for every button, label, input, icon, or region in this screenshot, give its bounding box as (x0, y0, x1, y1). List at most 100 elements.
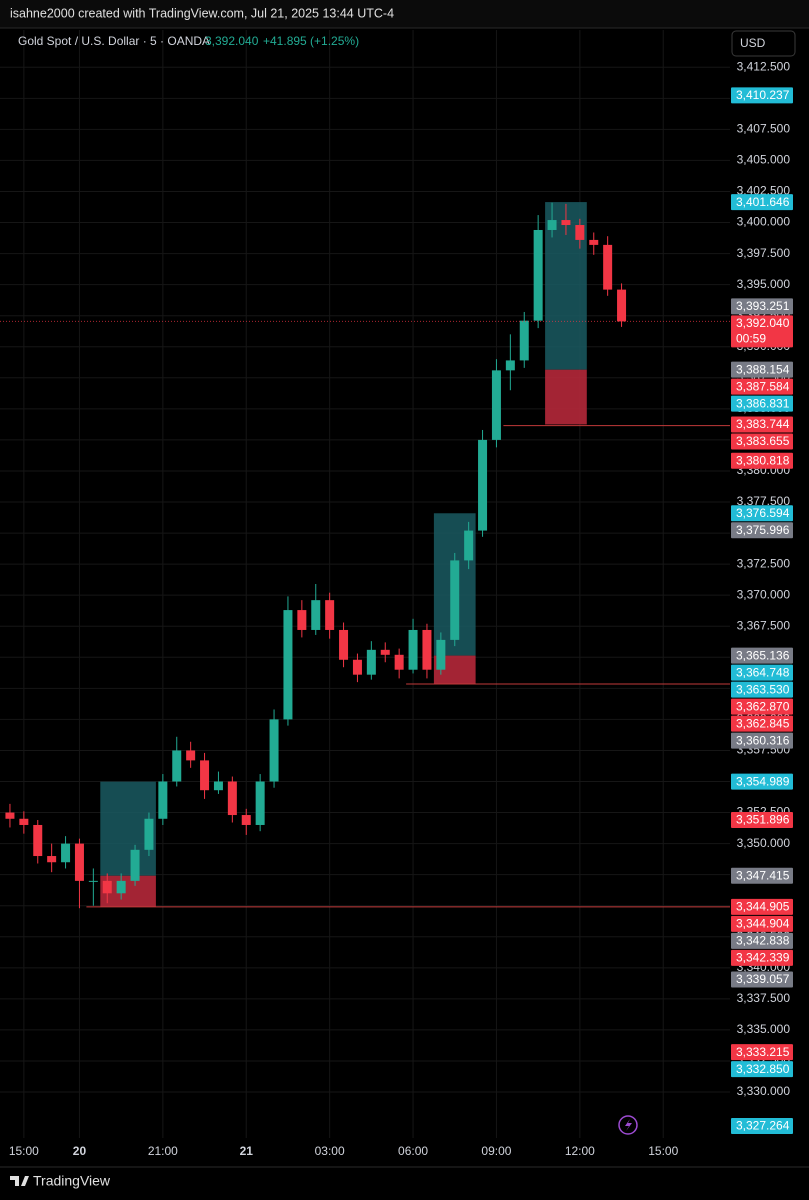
candle-body (74, 843, 84, 881)
price-label-box (731, 867, 793, 884)
price-label: 3,383.655 (736, 434, 790, 448)
y-tick-label: 3,407.500 (737, 122, 791, 136)
price-label: 3,342.339 (736, 951, 790, 965)
footer-brand: TradingView (33, 1173, 111, 1189)
price-label-box (731, 681, 793, 698)
y-tick-label: 3,412.500 (737, 59, 791, 73)
candle-body (200, 760, 210, 791)
price-label-box (731, 378, 793, 395)
legend-symbol: Gold Spot / U.S. Dollar · 5 · OANDA (18, 34, 210, 48)
candle-body (408, 629, 418, 670)
candle-body (269, 719, 279, 782)
candle-body (603, 244, 613, 290)
candle-body (533, 229, 543, 321)
candle-body (283, 610, 293, 720)
price-label-box (731, 1061, 793, 1078)
header-text: isahne2000 created with TradingView.com,… (10, 6, 394, 20)
y-tick-label: 3,400.000 (737, 215, 791, 229)
candle-body (5, 812, 15, 819)
price-label: 3,333.215 (736, 1045, 790, 1059)
price-label: 3,362.845 (736, 716, 790, 730)
candle-body (213, 781, 223, 791)
price-label: 3,364.748 (736, 665, 790, 679)
y-tick-label: 3,405.000 (737, 153, 791, 167)
price-label: 3,351.896 (736, 813, 790, 827)
price-label-box (731, 647, 793, 664)
y-tick-label: 3,367.500 (737, 618, 791, 632)
candle-body (227, 781, 237, 816)
price-label-box (731, 915, 793, 932)
price-label-box (731, 522, 793, 539)
price-label: 3,363.530 (736, 682, 790, 696)
candle-body (450, 560, 460, 640)
candle-body (47, 856, 57, 863)
x-tick-label: 03:00 (315, 1144, 345, 1158)
price-label-box (731, 298, 793, 315)
candle-body (255, 781, 265, 825)
candle-body (422, 629, 432, 670)
y-tick-label: 3,372.500 (737, 556, 791, 570)
price-label: 3,386.831 (736, 396, 790, 410)
price-label: 3,392.040 (736, 316, 790, 330)
price-label: 3,375.996 (736, 523, 790, 537)
candle-body (394, 654, 404, 670)
price-label-box (731, 732, 793, 749)
price-label-box (731, 949, 793, 966)
price-label: 3,387.584 (736, 379, 790, 393)
price-label: 3,344.905 (736, 900, 790, 914)
price-label: 3,354.989 (736, 774, 790, 788)
lightning-bolt (625, 1119, 632, 1131)
x-tick-label: 20 (73, 1144, 87, 1158)
price-label-box (731, 898, 793, 915)
price-label: 3,327.264 (736, 1119, 790, 1133)
candle-body (491, 370, 501, 440)
y-tick-label: 3,350.000 (737, 836, 791, 850)
currency-button[interactable] (731, 30, 796, 57)
candle-body (297, 610, 307, 630)
price-label-box (731, 452, 793, 469)
y-tick-label: 3,330.000 (737, 1084, 791, 1098)
price-label: 3,401.646 (736, 195, 790, 209)
price-label: 3,332.850 (736, 1062, 790, 1076)
y-tick-label: 3,395.000 (737, 277, 791, 291)
price-label-box (731, 361, 793, 378)
candle-body (172, 750, 182, 782)
x-tick-label: 09:00 (481, 1144, 511, 1158)
candle-body (575, 225, 585, 240)
lightning-icon[interactable] (618, 1115, 638, 1135)
candle-body (589, 239, 599, 245)
x-tick-label: 15:00 (9, 1144, 39, 1158)
candle-body (325, 600, 335, 630)
price-label-box (731, 395, 793, 412)
header-bar (0, 0, 809, 28)
candle-body (352, 659, 362, 675)
price-label-box (731, 416, 793, 433)
grid (0, 30, 730, 1138)
price-label: 3,388.154 (736, 362, 790, 376)
y-tick-label: 3,377.500 (737, 494, 791, 508)
x-tick-label: 12:00 (565, 1144, 595, 1158)
y-tick-label: 3,337.500 (737, 991, 791, 1005)
candle-body (116, 880, 126, 894)
price-label-box (731, 812, 793, 829)
candle-body (102, 880, 112, 894)
legend-change: +41.895 (+1.25%) (263, 34, 359, 48)
y-tick-label: 3,335.000 (737, 1022, 791, 1036)
candle-body (19, 818, 29, 825)
price-label-box (731, 971, 793, 988)
candle-body (617, 289, 627, 322)
candle-body (158, 781, 168, 819)
y-tick-label: 3,397.500 (737, 246, 791, 260)
legend-price: 3,392.040 (205, 34, 259, 48)
price-label-box (731, 664, 793, 681)
candle-body (130, 849, 140, 881)
price-label-box (731, 433, 793, 450)
candle-body (241, 815, 251, 825)
stop-zone (545, 369, 587, 425)
candle-body (561, 220, 571, 226)
candle-body (144, 818, 154, 850)
price-label: 3,365.136 (736, 648, 790, 662)
y-tick-label: 3,370.000 (737, 587, 791, 601)
candle-body (366, 649, 376, 675)
